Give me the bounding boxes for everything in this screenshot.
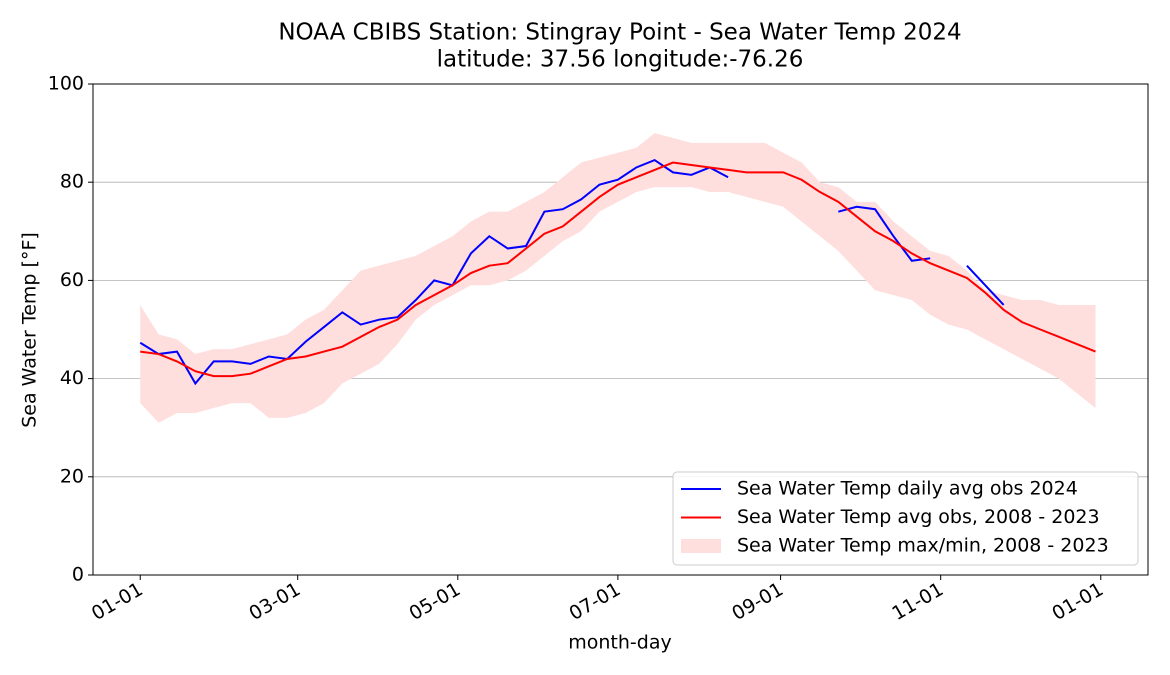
y-tick-label: 60 [60, 269, 84, 291]
legend-swatch [681, 539, 721, 553]
legend-label: Sea Water Temp daily avg obs 2024 [737, 478, 1078, 500]
x-tick-label: 03-01 [245, 578, 304, 625]
chart-title: NOAA CBIBS Station: Stingray Point - Sea… [278, 20, 961, 46]
y-tick-label: 20 [60, 465, 84, 487]
legend-label: Sea Water Temp max/min, 2008 - 2023 [737, 535, 1109, 557]
x-tick-label: 07-01 [566, 578, 625, 625]
x-tick-label: 01-01 [1048, 578, 1107, 625]
data-line [139, 158, 1005, 386]
x-tick-label: 11-01 [888, 578, 947, 625]
chart-subtitle: latitude: 37.56 longitude:-76.26 [437, 47, 804, 73]
plot-frame [92, 83, 1149, 576]
legend-label: Sea Water Temp avg obs, 2008 - 2023 [737, 506, 1100, 528]
x-tick-label: 01-01 [88, 578, 147, 625]
y-axis-label: Sea Water Temp [°F] [19, 232, 41, 428]
max-min-band [140, 133, 1096, 423]
y-tick-label: 0 [72, 564, 84, 586]
data-line [140, 161, 1096, 378]
x-tick-label: 09-01 [728, 578, 787, 625]
x-axis-label: month-day [568, 632, 671, 654]
y-tick-label: 80 [60, 171, 84, 193]
y-tick-label: 100 [48, 73, 84, 95]
x-tick-label: 05-01 [405, 578, 464, 625]
y-tick-label: 40 [60, 367, 84, 389]
legend-box [672, 471, 1139, 566]
